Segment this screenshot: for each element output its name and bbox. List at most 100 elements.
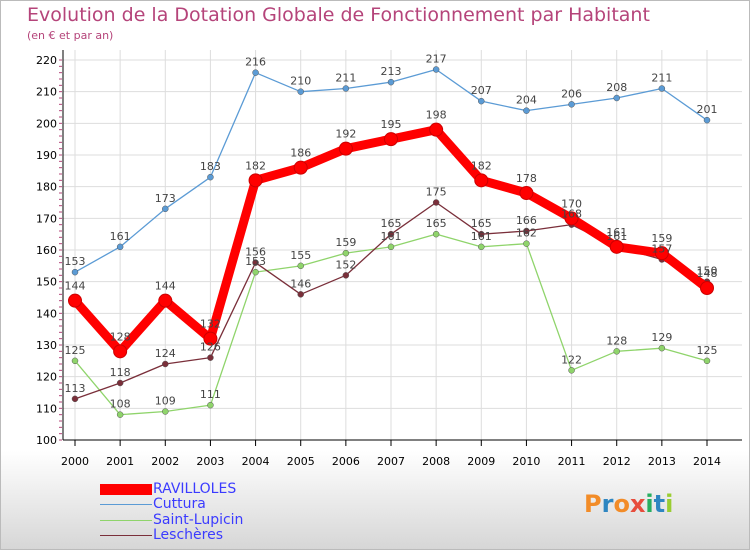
data-point xyxy=(613,348,620,355)
data-point xyxy=(203,331,218,346)
data-label: 207 xyxy=(471,84,492,97)
data-label: 157 xyxy=(651,243,672,256)
data-point xyxy=(568,367,575,374)
data-label: 166 xyxy=(516,214,537,227)
y-tick-label: 120 xyxy=(36,371,57,384)
data-point xyxy=(703,357,711,365)
data-label: 173 xyxy=(155,192,176,205)
data-point xyxy=(158,293,173,308)
data-point xyxy=(297,291,304,298)
data-point xyxy=(297,262,304,270)
data-label: 126 xyxy=(200,341,221,354)
logo-letter: i xyxy=(665,490,674,518)
legend-swatch xyxy=(100,519,152,521)
data-point xyxy=(613,94,620,102)
data-point xyxy=(523,240,530,247)
data-point xyxy=(293,160,308,175)
data-point xyxy=(478,97,485,105)
logo-letter: i xyxy=(645,490,654,518)
data-label: 159 xyxy=(335,236,356,249)
y-tick-label: 130 xyxy=(36,339,57,352)
data-point xyxy=(207,354,214,361)
x-tick-label: 2007 xyxy=(377,455,405,468)
data-label: 211 xyxy=(335,72,356,85)
data-point xyxy=(519,186,534,200)
data-label: 156 xyxy=(245,246,266,259)
x-tick-label: 2009 xyxy=(467,455,495,468)
data-label: 165 xyxy=(426,217,447,230)
data-label: 213 xyxy=(381,65,402,78)
data-point xyxy=(478,243,485,251)
data-point xyxy=(71,395,79,403)
data-label: 144 xyxy=(155,280,176,293)
data-label: 108 xyxy=(110,398,131,411)
data-point xyxy=(248,173,263,188)
data-label: 216 xyxy=(245,56,266,69)
data-label: 152 xyxy=(335,258,356,271)
x-tick-label: 2013 xyxy=(648,455,676,468)
y-tick-label: 190 xyxy=(36,149,57,162)
data-point xyxy=(71,268,79,276)
data-point xyxy=(252,69,259,76)
data-point xyxy=(568,101,575,108)
data-label: 132 xyxy=(200,318,221,331)
data-label: 113 xyxy=(65,382,86,395)
y-tick-label: 110 xyxy=(36,402,57,415)
y-tick-label: 100 xyxy=(36,434,57,447)
legend-label: Leschères xyxy=(153,527,223,544)
data-point xyxy=(429,122,444,137)
data-point xyxy=(700,281,714,295)
data-point xyxy=(609,239,624,254)
x-tick-label: 2003 xyxy=(196,455,224,468)
data-point xyxy=(342,85,350,92)
data-point xyxy=(658,85,666,92)
data-label: 144 xyxy=(65,280,86,293)
data-point xyxy=(252,268,259,276)
x-tick-label: 2006 xyxy=(332,455,360,468)
x-tick-label: 2010 xyxy=(512,455,540,468)
data-label: 111 xyxy=(200,388,221,401)
data-label: 153 xyxy=(65,255,86,268)
data-point xyxy=(116,411,124,418)
data-label: 122 xyxy=(561,353,582,366)
data-point xyxy=(523,227,530,235)
data-point xyxy=(116,379,124,387)
data-label: 161 xyxy=(606,226,627,239)
data-label: 161 xyxy=(606,230,627,243)
data-point xyxy=(658,344,666,352)
data-label: 148 xyxy=(697,267,718,280)
data-point xyxy=(432,199,440,206)
data-point xyxy=(113,344,128,359)
data-point xyxy=(384,132,398,147)
data-label: 125 xyxy=(697,344,718,357)
data-point xyxy=(338,141,353,156)
data-point xyxy=(71,357,79,365)
legend-label: RAVILLOLES xyxy=(153,481,237,498)
data-label: 128 xyxy=(606,334,627,347)
data-point xyxy=(342,249,350,257)
data-label: 146 xyxy=(290,277,311,290)
data-label: 165 xyxy=(471,217,492,230)
data-label: 204 xyxy=(516,94,537,107)
logo-letter: t xyxy=(653,490,666,518)
data-point xyxy=(387,243,395,251)
data-point xyxy=(297,88,304,95)
chart-subtitle: (en € et par an) xyxy=(27,29,114,42)
data-point xyxy=(252,259,259,266)
data-point xyxy=(116,243,124,251)
data-label: 168 xyxy=(561,208,582,221)
data-label: 182 xyxy=(245,159,266,172)
logo-letter: P xyxy=(584,490,602,518)
data-label: 217 xyxy=(426,53,447,66)
x-tick-label: 2008 xyxy=(422,455,450,468)
data-label: 175 xyxy=(426,186,447,199)
data-point xyxy=(387,78,395,86)
chart-title: Evolution de la Dotation Globale de Fonc… xyxy=(27,4,650,26)
data-label: 109 xyxy=(155,395,176,408)
x-tick-label: 2005 xyxy=(287,455,315,468)
data-point xyxy=(162,408,169,415)
legend-swatch xyxy=(100,504,152,506)
x-tick-label: 2011 xyxy=(558,455,586,468)
data-label: 208 xyxy=(606,81,627,94)
legend-swatch xyxy=(100,535,152,537)
